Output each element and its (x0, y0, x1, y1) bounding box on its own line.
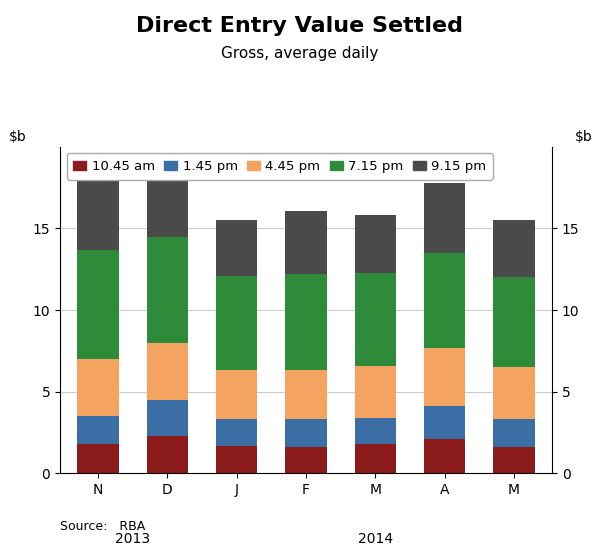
Bar (285, 447, 327, 473)
Bar (424, 348, 466, 406)
Text: $b: $b (10, 129, 27, 144)
Bar (424, 253, 466, 348)
Bar (424, 439, 466, 473)
Bar (285, 370, 327, 419)
Bar (77, 444, 119, 473)
Bar (355, 215, 396, 273)
Bar (216, 370, 257, 419)
Bar (424, 406, 466, 439)
Bar (216, 446, 257, 473)
Bar (216, 276, 257, 370)
Bar (77, 180, 119, 250)
Bar (77, 359, 119, 416)
Bar (77, 416, 119, 444)
Bar (493, 447, 535, 473)
Bar (355, 418, 396, 444)
Bar (285, 211, 327, 274)
Bar (355, 366, 396, 418)
Bar (493, 367, 535, 419)
Bar (493, 277, 535, 367)
Bar (146, 400, 188, 436)
Text: $b: $b (575, 129, 593, 144)
Bar (216, 419, 257, 446)
Bar (493, 220, 535, 277)
Text: Source:   RBA: Source: RBA (60, 520, 145, 533)
Text: 2014: 2014 (358, 532, 393, 544)
Text: Gross, average daily: Gross, average daily (221, 46, 379, 61)
Bar (146, 171, 188, 237)
Bar (77, 250, 119, 359)
Bar (146, 436, 188, 473)
Bar (355, 444, 396, 473)
Bar (493, 419, 535, 447)
Bar (216, 220, 257, 276)
Bar (146, 237, 188, 343)
Bar (146, 343, 188, 400)
Legend: 10.45 am, 1.45 pm, 4.45 pm, 7.15 pm, 9.15 pm: 10.45 am, 1.45 pm, 4.45 pm, 7.15 pm, 9.1… (67, 153, 493, 180)
Bar (355, 273, 396, 366)
Bar (285, 419, 327, 447)
Text: Direct Entry Value Settled: Direct Entry Value Settled (137, 16, 464, 36)
Bar (424, 183, 466, 253)
Bar (285, 274, 327, 370)
Text: 2013: 2013 (115, 532, 151, 544)
